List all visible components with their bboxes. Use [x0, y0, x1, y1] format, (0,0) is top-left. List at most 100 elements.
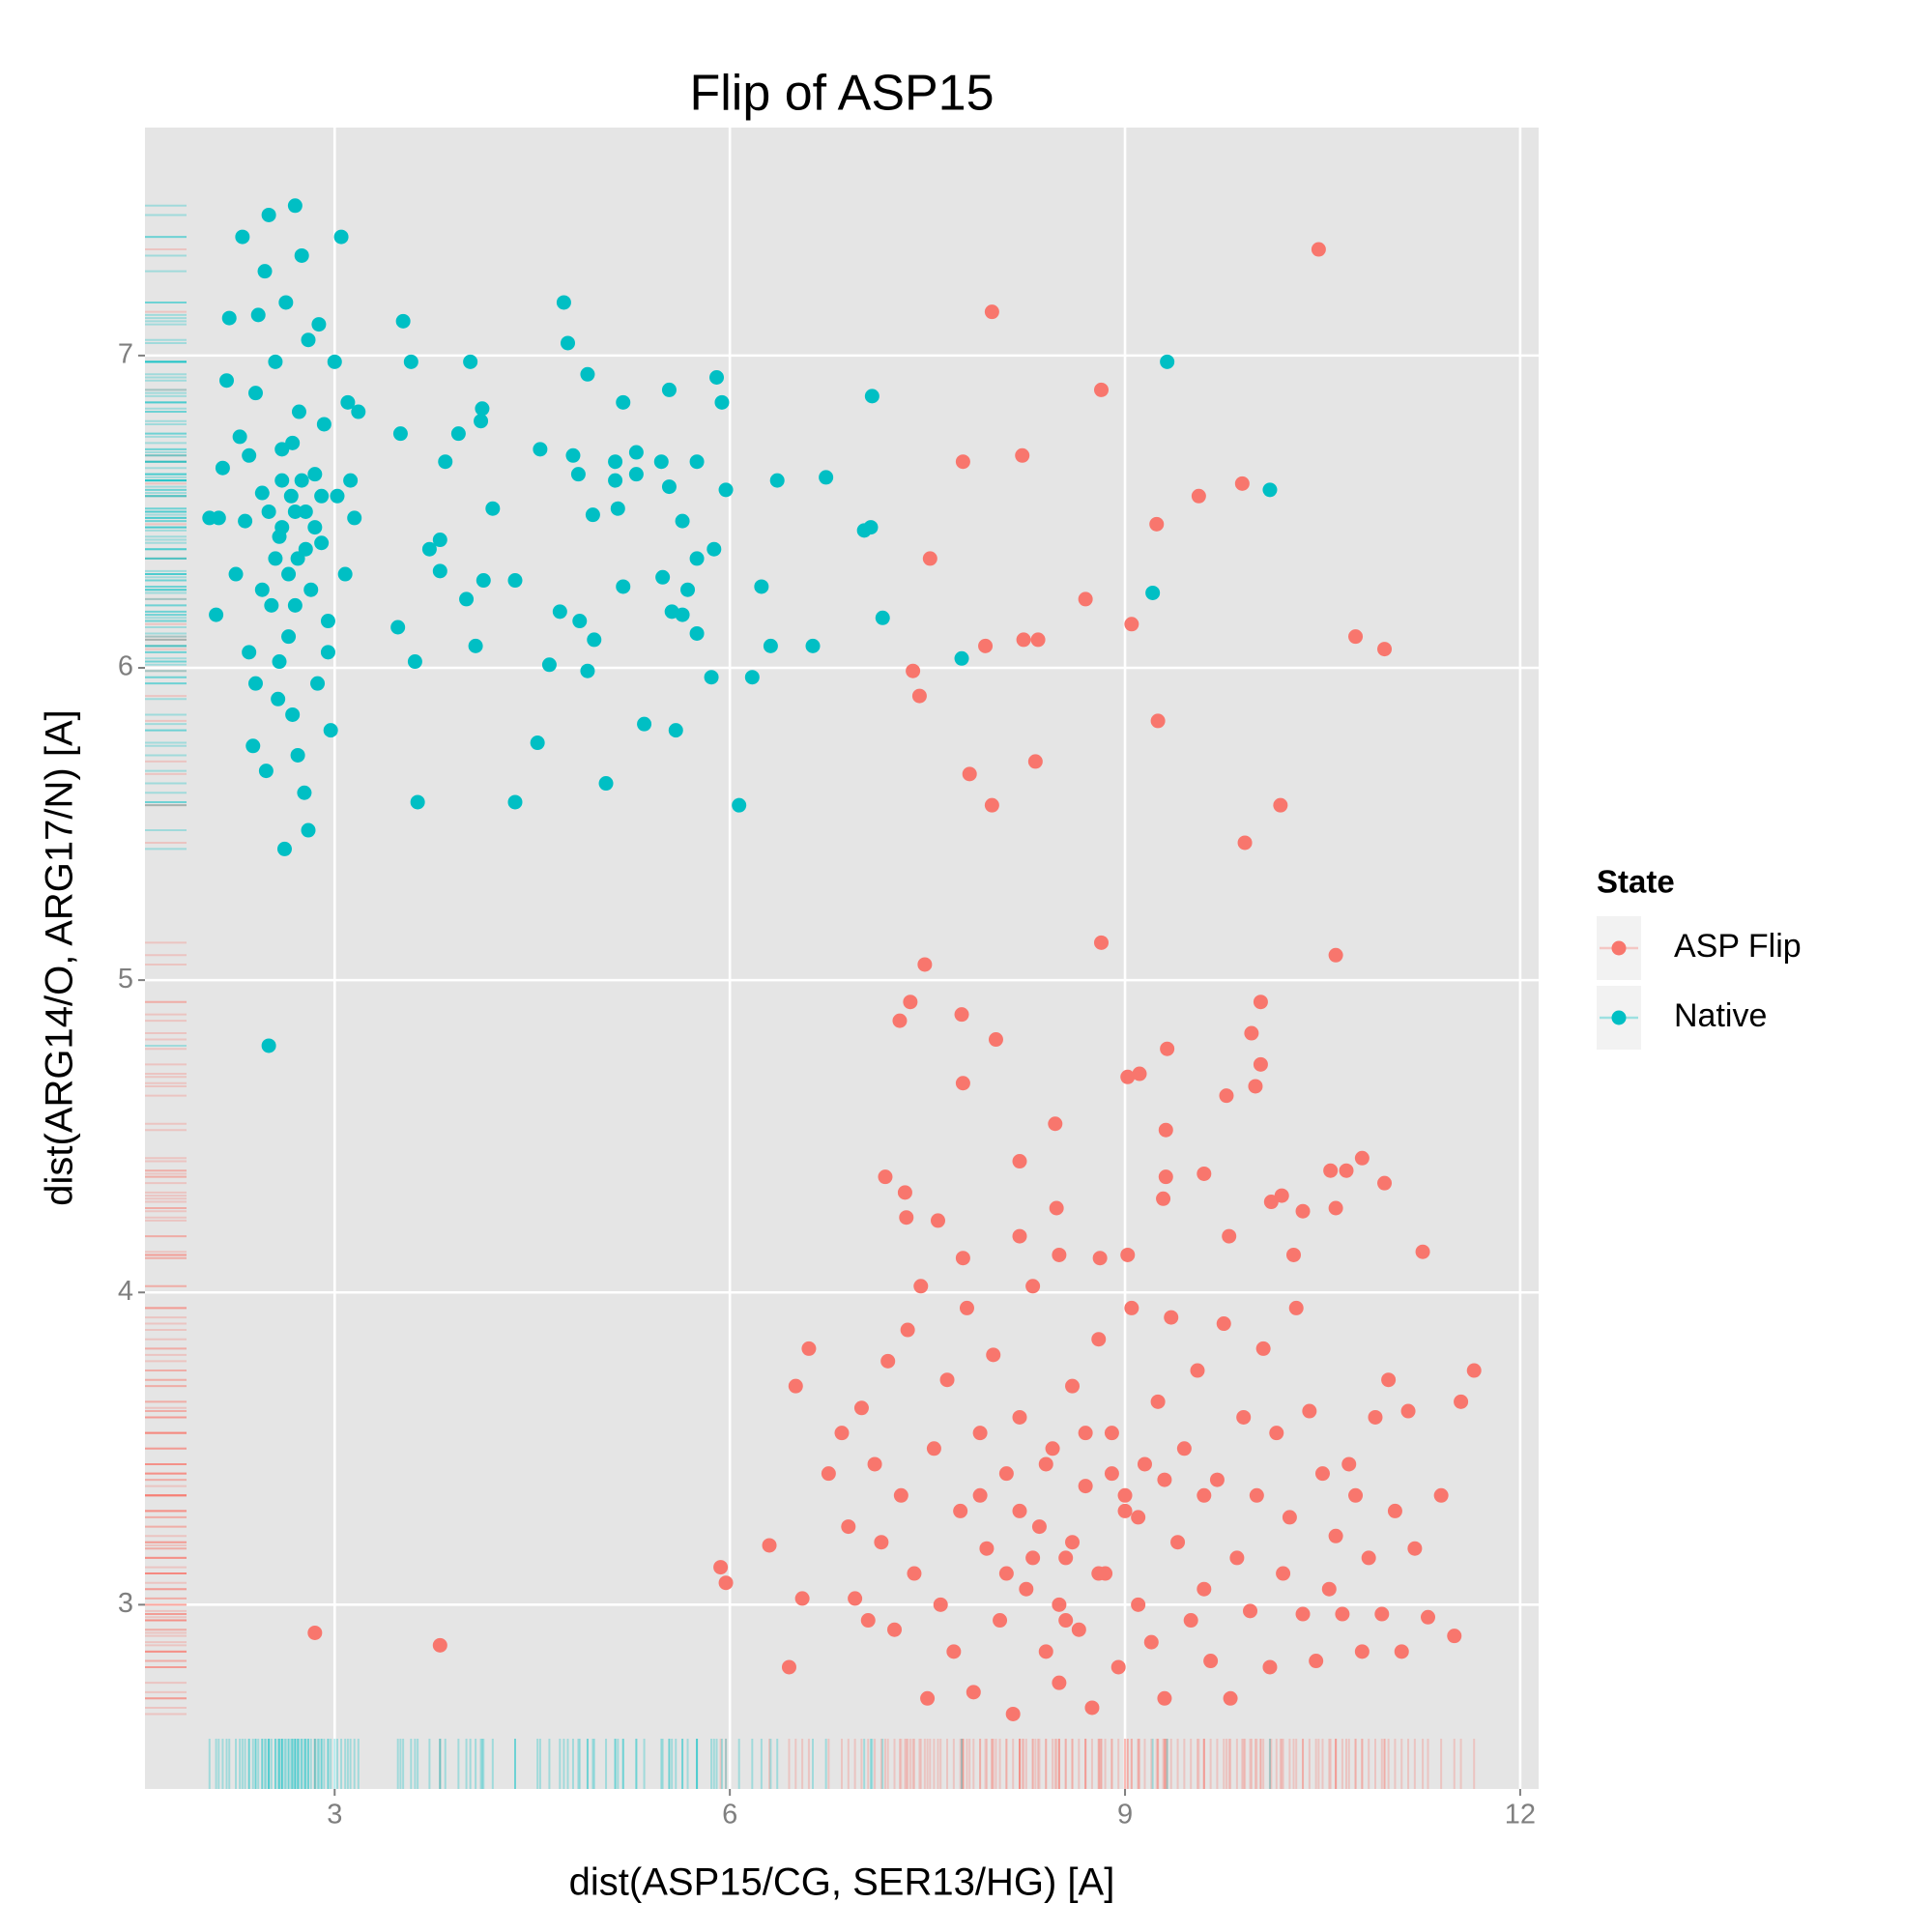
point [274, 442, 290, 457]
point [450, 426, 466, 442]
point [287, 198, 303, 214]
point [403, 354, 418, 369]
point [1219, 1088, 1234, 1104]
point [343, 473, 359, 488]
point [261, 207, 276, 222]
y-tick-label: 3 [118, 1588, 133, 1619]
point [704, 670, 719, 685]
point [552, 604, 567, 620]
point [1012, 1228, 1027, 1244]
point [476, 573, 491, 589]
point [337, 566, 353, 582]
point [689, 625, 705, 641]
point [1131, 1510, 1146, 1525]
point [285, 706, 301, 722]
point [1016, 632, 1031, 648]
point [242, 645, 257, 660]
point [1263, 1195, 1279, 1210]
point [475, 401, 490, 417]
point [984, 797, 999, 813]
point [1065, 1378, 1081, 1394]
point [463, 354, 478, 369]
point [1243, 1603, 1258, 1619]
point [1323, 1163, 1339, 1178]
point [1216, 1316, 1231, 1332]
point [1025, 1279, 1041, 1294]
point [1160, 1041, 1175, 1056]
plot-panel [145, 128, 1539, 1789]
legend-key-point [1611, 1010, 1627, 1025]
point [953, 1503, 968, 1518]
point [303, 582, 319, 597]
point [1157, 1472, 1172, 1487]
point [984, 304, 999, 320]
point [1104, 1426, 1119, 1441]
point [689, 454, 705, 470]
x-tick-label: 6 [722, 1800, 737, 1831]
point [585, 507, 600, 523]
point [955, 1251, 970, 1266]
point [867, 1456, 882, 1472]
point [1015, 447, 1030, 463]
point [744, 670, 760, 685]
point [1341, 1456, 1357, 1472]
point [954, 1007, 969, 1023]
point [718, 1575, 734, 1591]
point [1273, 797, 1288, 813]
point [1339, 1163, 1354, 1178]
point [432, 1637, 447, 1653]
point [1400, 1403, 1416, 1419]
point [271, 691, 286, 706]
point [718, 482, 734, 498]
point [880, 1353, 896, 1369]
point [587, 632, 602, 648]
point [1058, 1550, 1074, 1566]
point [1354, 1150, 1370, 1166]
point [320, 614, 335, 629]
point [1027, 754, 1043, 769]
point [530, 735, 545, 751]
point [421, 541, 437, 557]
x-tick-label: 12 [1505, 1800, 1536, 1831]
point [598, 776, 614, 792]
point [1223, 1690, 1238, 1706]
point [283, 488, 299, 504]
point [556, 295, 571, 310]
point [1183, 1613, 1198, 1629]
point [314, 535, 330, 551]
point [264, 597, 279, 613]
point [1288, 1300, 1304, 1315]
point [247, 386, 263, 401]
y-axis-title: dist(ARG14/O, ARG17/N) [A] [39, 709, 81, 1206]
point [294, 473, 309, 488]
point [653, 454, 669, 470]
point [1052, 1675, 1067, 1690]
point [298, 504, 313, 519]
point [1229, 1550, 1245, 1566]
point [608, 454, 623, 470]
point [1381, 1372, 1397, 1388]
point [1038, 1644, 1053, 1659]
point [278, 295, 294, 310]
point [459, 591, 475, 607]
point [878, 1169, 893, 1185]
point [917, 957, 933, 972]
point [209, 607, 224, 622]
point [301, 332, 316, 348]
point [1447, 1629, 1462, 1644]
point [327, 354, 342, 369]
point [245, 738, 261, 754]
point [287, 597, 303, 613]
point [351, 404, 366, 419]
point [887, 1622, 903, 1637]
point [407, 654, 422, 670]
legend-label: ASP Flip [1674, 928, 1802, 965]
point [616, 579, 631, 594]
point [805, 638, 821, 653]
point [1156, 1191, 1171, 1206]
point [754, 579, 769, 594]
point [340, 394, 356, 410]
point [1031, 1519, 1047, 1535]
